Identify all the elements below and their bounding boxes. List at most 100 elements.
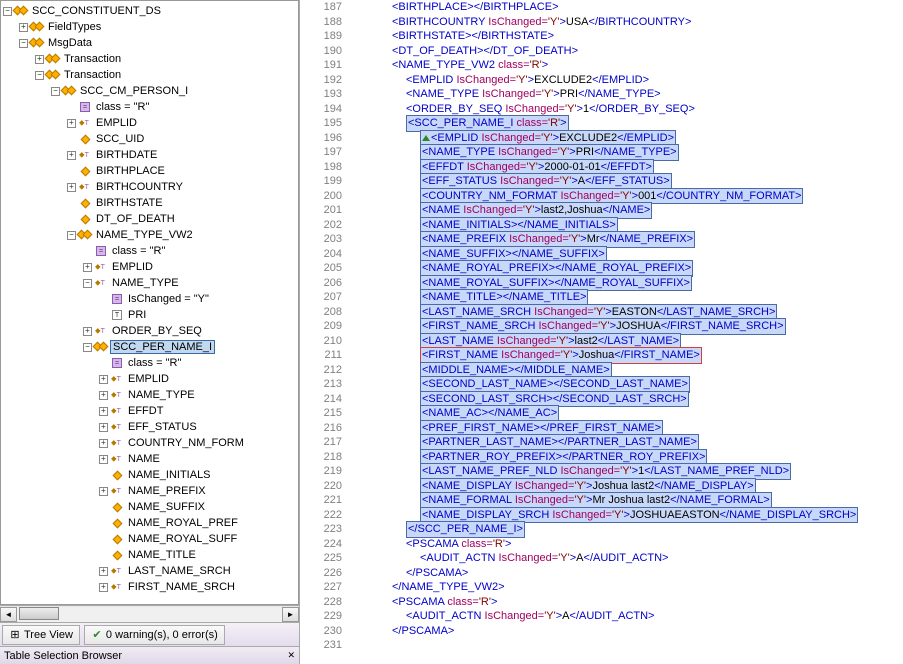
code-line[interactable]: </PSCAMA>	[350, 566, 903, 581]
code-line[interactable]: <SECOND_LAST_SRCH></SECOND_LAST_SRCH>	[350, 392, 903, 407]
scroll-left-button[interactable]: ◄	[0, 607, 17, 622]
close-icon[interactable]: ✕	[287, 650, 295, 661]
expander-icon[interactable]: −	[83, 343, 92, 352]
code-line[interactable]: <AUDIT_ACTN IsChanged='Y'>A</AUDIT_ACTN>	[350, 609, 903, 624]
tree-view-button[interactable]: ⊞ Tree View	[2, 625, 80, 645]
code-line[interactable]: <NAME_DISPLAY_SRCH IsChanged='Y'>JOSHUAE…	[350, 508, 903, 523]
tree-node[interactable]: +⬥TEFF_STATUS	[3, 419, 296, 435]
tree-node[interactable]: −SCC_PER_NAME_I	[3, 339, 296, 355]
expander-icon[interactable]: +	[99, 423, 108, 432]
tree-node[interactable]: +⬥TEFFDT	[3, 403, 296, 419]
code-line[interactable]: <PREF_FIRST_NAME></PREF_FIRST_NAME>	[350, 421, 903, 436]
tree-node[interactable]: +⬥TCOUNTRY_NM_FORM	[3, 435, 296, 451]
expander-icon[interactable]: −	[35, 71, 44, 80]
expander-icon[interactable]: +	[99, 567, 108, 576]
tree-node[interactable]: −MsgData	[3, 35, 296, 51]
expander-icon[interactable]: −	[51, 87, 60, 96]
code-line[interactable]: <DT_OF_DEATH></DT_OF_DEATH>	[350, 44, 903, 59]
code-line[interactable]: <MIDDLE_NAME></MIDDLE_NAME>	[350, 363, 903, 378]
expander-icon[interactable]: +	[99, 487, 108, 496]
tree-node[interactable]: NAME_SUFFIX	[3, 499, 296, 515]
tree-node[interactable]: TPRI	[3, 307, 296, 323]
tree-node[interactable]: +FieldTypes	[3, 19, 296, 35]
code-line[interactable]: </NAME_TYPE_VW2>	[350, 580, 903, 595]
code-line[interactable]: <FIRST_NAME_SRCH IsChanged='Y'>JOSHUA</F…	[350, 319, 903, 334]
code-line[interactable]: <FIRST_NAME IsChanged='Y'>Joshua</FIRST_…	[350, 348, 903, 363]
expander-icon[interactable]: +	[99, 439, 108, 448]
code-line[interactable]: </PSCAMA>	[350, 624, 903, 639]
h-scrollbar[interactable]: ◄ ►	[0, 605, 299, 622]
tree-node[interactable]: −SCC_CONSTITUENT_DS	[3, 3, 296, 19]
code-line[interactable]: <NAME_ROYAL_PREFIX></NAME_ROYAL_PREFIX>	[350, 261, 903, 276]
code-line[interactable]	[350, 638, 903, 653]
scroll-track[interactable]	[17, 607, 282, 622]
expander-icon[interactable]: +	[99, 375, 108, 384]
code-line[interactable]: <NAME_ROYAL_SUFFIX></NAME_ROYAL_SUFFIX>	[350, 276, 903, 291]
code-line[interactable]: <NAME_INITIALS></NAME_INITIALS>	[350, 218, 903, 233]
code-line[interactable]: <NAME_TITLE></NAME_TITLE>	[350, 290, 903, 305]
scroll-thumb[interactable]	[19, 607, 59, 620]
code-line[interactable]: <NAME_PREFIX IsChanged='Y'>Mr</NAME_PREF…	[350, 232, 903, 247]
expander-icon[interactable]: +	[83, 263, 92, 272]
code-line[interactable]: <NAME_SUFFIX></NAME_SUFFIX>	[350, 247, 903, 262]
code-line[interactable]: </SCC_PER_NAME_I>	[350, 522, 903, 537]
expander-icon[interactable]: +	[99, 455, 108, 464]
tree-node[interactable]: +⬥TNAME	[3, 451, 296, 467]
code-line[interactable]: <NAME IsChanged='Y'>last2,Joshua</NAME>	[350, 203, 903, 218]
tree-node[interactable]: NAME_ROYAL_SUFF	[3, 531, 296, 547]
code-line[interactable]: <BIRTHPLACE></BIRTHPLACE>	[350, 0, 903, 15]
tree-node[interactable]: +⬥TFIRST_NAME_SRCH	[3, 579, 296, 595]
expander-icon[interactable]: +	[99, 583, 108, 592]
code-line[interactable]: <EMPLID IsChanged='Y'>EXCLUDE2</EMPLID>	[350, 73, 903, 88]
code-line[interactable]: <PARTNER_LAST_NAME></PARTNER_LAST_NAME>	[350, 435, 903, 450]
tree-node[interactable]: =class = "R"	[3, 99, 296, 115]
expander-icon[interactable]: +	[99, 407, 108, 416]
tree-node[interactable]: +⬥TNAME_PREFIX	[3, 483, 296, 499]
code-line[interactable]: <SCC_PER_NAME_I class='R'>	[350, 116, 903, 131]
tree-node[interactable]: NAME_INITIALS	[3, 467, 296, 483]
code-line[interactable]: <NAME_AC></NAME_AC>	[350, 406, 903, 421]
tree-node[interactable]: +⬥TEMPLID	[3, 259, 296, 275]
tree-node[interactable]: +⬥TBIRTHDATE	[3, 147, 296, 163]
code-line[interactable]: <ORDER_BY_SEQ IsChanged='Y'>1</ORDER_BY_…	[350, 102, 903, 117]
expander-icon[interactable]: +	[67, 151, 76, 160]
code-line[interactable]: <LAST_NAME_SRCH IsChanged='Y'>EASTON</LA…	[350, 305, 903, 320]
code-line[interactable]: <NAME_TYPE_VW2 class='R'>	[350, 58, 903, 73]
tree-node[interactable]: =class = "R"	[3, 355, 296, 371]
tree-node[interactable]: +⬥TLAST_NAME_SRCH	[3, 563, 296, 579]
code-content[interactable]: <BIRTHPLACE></BIRTHPLACE><BIRTHCOUNTRY I…	[350, 0, 903, 664]
warnings-button[interactable]: ✔ 0 warning(s), 0 error(s)	[84, 625, 225, 645]
code-line[interactable]: <AUDIT_ACTN IsChanged='Y'>A</AUDIT_ACTN>	[350, 551, 903, 566]
tree-view[interactable]: −SCC_CONSTITUENT_DS+FieldTypes−MsgData+T…	[0, 0, 299, 605]
expander-icon[interactable]: +	[99, 391, 108, 400]
code-line[interactable]: <LAST_NAME IsChanged='Y'>last2</LAST_NAM…	[350, 334, 903, 349]
expander-icon[interactable]: +	[67, 119, 76, 128]
code-line[interactable]: <BIRTHCOUNTRY IsChanged='Y'>USA</BIRTHCO…	[350, 15, 903, 30]
tree-node[interactable]: NAME_ROYAL_PREF	[3, 515, 296, 531]
code-line[interactable]: <PARTNER_ROY_PREFIX></PARTNER_ROY_PREFIX…	[350, 450, 903, 465]
expander-icon[interactable]: +	[67, 183, 76, 192]
tree-node[interactable]: +⬥TEMPLID	[3, 115, 296, 131]
tree-node[interactable]: NAME_TITLE	[3, 547, 296, 563]
scroll-right-button[interactable]: ►	[282, 607, 299, 622]
code-line[interactable]: <NAME_FORMAL IsChanged='Y'>Mr Joshua las…	[350, 493, 903, 508]
tree-node[interactable]: −NAME_TYPE_VW2	[3, 227, 296, 243]
code-line[interactable]: <SECOND_LAST_NAME></SECOND_LAST_NAME>	[350, 377, 903, 392]
code-line[interactable]: <PSCAMA class='R'>	[350, 595, 903, 610]
code-line[interactable]: <EFFDT IsChanged='Y'>2000-01-01</EFFDT>	[350, 160, 903, 175]
tree-node[interactable]: +⬥TORDER_BY_SEQ	[3, 323, 296, 339]
code-line[interactable]: <NAME_TYPE IsChanged='Y'>PRI</NAME_TYPE>	[350, 145, 903, 160]
tree-node[interactable]: +⬥TNAME_TYPE	[3, 387, 296, 403]
expander-icon[interactable]: +	[19, 23, 28, 32]
code-line[interactable]: <LAST_NAME_PREF_NLD IsChanged='Y'>1</LAS…	[350, 464, 903, 479]
tree-node[interactable]: +⬥TEMPLID	[3, 371, 296, 387]
tree-node[interactable]: =IsChanged = "Y"	[3, 291, 296, 307]
code-line[interactable]: <NAME_DISPLAY IsChanged='Y'>Joshua last2…	[350, 479, 903, 494]
tree-node[interactable]: DT_OF_DEATH	[3, 211, 296, 227]
code-line[interactable]: <NAME_TYPE IsChanged='Y'>PRI</NAME_TYPE>	[350, 87, 903, 102]
tree-node[interactable]: +Transaction	[3, 51, 296, 67]
tree-node[interactable]: =class = "R"	[3, 243, 296, 259]
tree-node[interactable]: SCC_UID	[3, 131, 296, 147]
tree-node[interactable]: −⬥TNAME_TYPE	[3, 275, 296, 291]
tree-node[interactable]: BIRTHPLACE	[3, 163, 296, 179]
